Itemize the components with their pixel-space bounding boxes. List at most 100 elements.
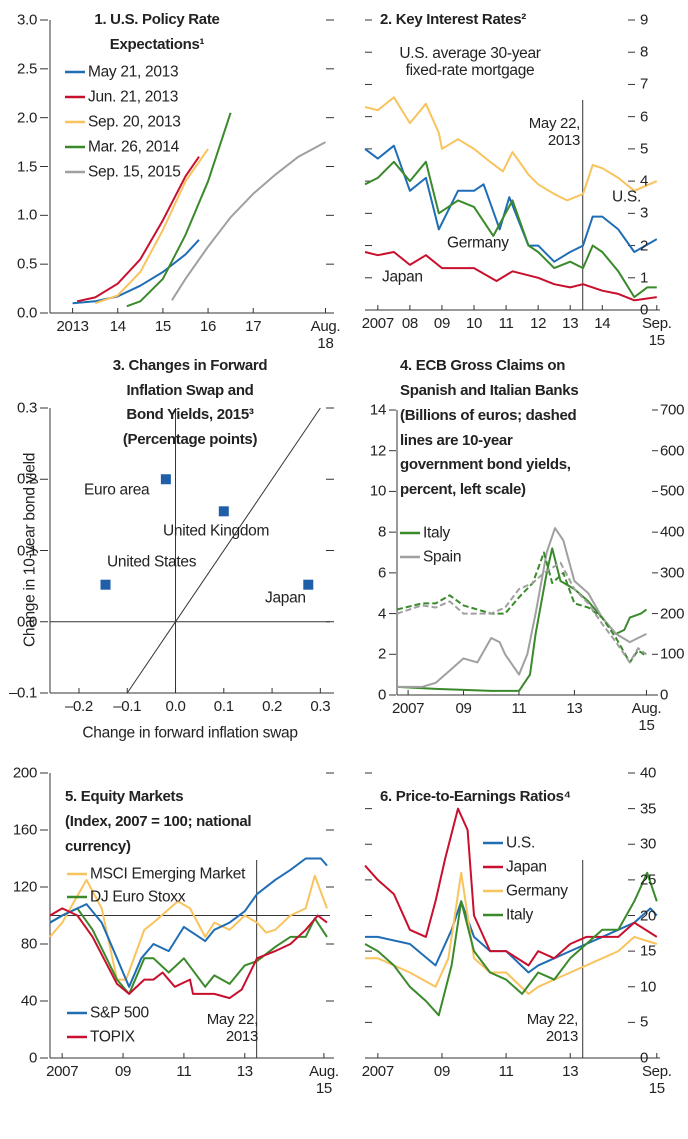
series-line [171,141,326,301]
x-tick-label: Aug. 18 [310,318,341,352]
y-tick-label: 400 [660,523,685,541]
x-tick-label: Aug. 15 [631,700,662,734]
point-label: United Kingdom [163,522,270,540]
y-tick-label: 5 [640,140,649,158]
series-label: U.S. [612,188,641,206]
series-line [364,871,658,1017]
x-tick-label: 0.2 [262,698,283,715]
y-tick-label: 30 [640,835,657,853]
y-tick-label: 0 [640,301,649,319]
y-tick-label: 2 [377,645,386,663]
x-tick-label: 13 [562,315,579,332]
x-tick-label: 17 [245,318,262,335]
y-tick-label: 120 [12,878,37,896]
chart-title: 3. Changes in Forward Inflation Swap and… [112,357,268,423]
y-tick-label: 2 [640,237,649,255]
y-tick-label: 0.1 [17,542,37,559]
point [218,506,229,517]
point-label: United States [107,553,197,571]
diagonal-line [126,407,321,694]
legend-label: Jun. 21, 2013 [88,88,179,106]
series-line [49,907,328,995]
y-tick-label: 0.3 [17,399,37,417]
event-label: May 22, 2013 [526,1011,579,1045]
x-tick-label: 0.0 [165,698,186,715]
x-tick-label: –0.2 [64,698,93,715]
x-tick-label: 10 [465,315,483,332]
x-tick-label: 2007 [361,1063,394,1080]
legend-label: Spain [423,548,462,566]
y-tick-label: 4 [640,172,649,190]
y-tick-label: 9 [640,11,649,29]
x-tick-label: 13 [566,700,583,717]
legend-label: DJ Euro Stoxx [90,888,186,906]
chart-subtitle: (Index, 2007 = 100; national currency) [65,813,252,855]
y-tick-label: 25 [640,871,657,889]
series-line [76,156,200,303]
point-label: Japan [265,589,306,607]
series-line [396,547,648,692]
y-tick-label: 14 [369,401,386,419]
series-label: Japan [382,268,423,286]
series-line [364,807,658,967]
legend-label: Japan [506,858,547,876]
y-tick-label: 1.5 [17,158,37,175]
x-tick-label: Sep. 15 [641,315,672,349]
y-tick-label: 0 [28,1049,37,1067]
x-tick-label: 2007 [391,700,425,717]
series-line [396,551,648,664]
y-tick-label: 7 [640,75,649,93]
legend-label: Italy [423,524,450,542]
y-tick-label: 0 [377,686,386,704]
y-tick-label: 200 [660,605,685,623]
x-tick-label: 09 [433,1063,450,1080]
y-tick-label: –0.1 [9,684,37,702]
x-tick-label: –0.1 [113,698,142,715]
y-tick-label: 12 [369,442,386,460]
legend-label: Italy [506,906,533,924]
event-label: May 22, 2013 [206,1011,259,1045]
x-tick-label: 2013 [56,318,89,335]
y-tick-label: 300 [660,564,685,582]
x-tick-label: 11 [498,1063,514,1080]
y-tick-label: 500 [660,482,685,500]
y-tick-label: 0.5 [17,255,37,273]
legend-label: Germany [506,882,568,900]
x-tick-label: 11 [176,1063,192,1080]
y-tick-label: 40 [640,764,657,782]
y-tick-label: 600 [660,442,685,460]
y-tick-label: 8 [377,523,386,541]
y-tick-label: 1 [640,269,649,287]
series-line [126,112,232,308]
legend-label: May 21, 2013 [88,63,179,81]
y-tick-label: 2.5 [17,60,37,78]
legend-label: Sep. 15, 2015 [88,163,181,181]
y-tick-label: 8 [640,43,649,61]
chart-title: 2. Key Interest Rates² [380,11,526,28]
legend-label: U.S. [506,834,535,852]
legend-label: Sep. 20, 2013 [88,113,181,131]
x-tick-label: 09 [455,700,472,717]
series-line [364,144,658,263]
x-tick-label: 11 [498,315,514,332]
point [303,579,314,590]
y-tick-label: 15 [640,942,657,960]
chart-title: 6. Price-to-Earnings Ratios⁴ [380,788,571,805]
chart-title: 4. ECB Gross Claims on Spanish and Itali… [400,357,579,399]
x-tick-label: 2007 [46,1063,79,1080]
x-axis-label: Change in forward inflation swap [82,724,298,742]
chart-title: 5. Equity Markets [65,788,184,805]
y-tick-label: 0.0 [17,304,37,322]
x-tick-label: 14 [594,315,611,332]
y-tick-label: 35 [640,800,657,818]
x-tick-label: 08 [401,315,418,332]
y-tick-label: 100 [660,645,685,663]
chart-title: 1. U.S. Policy Rate Expectations¹ [94,11,220,53]
y-tick-label: 700 [660,401,685,419]
x-tick-label: 15 [154,318,171,335]
y-tick-label: 80 [20,935,37,953]
y-tick-label: 0 [640,1049,649,1067]
y-tick-label: 6 [377,564,386,582]
